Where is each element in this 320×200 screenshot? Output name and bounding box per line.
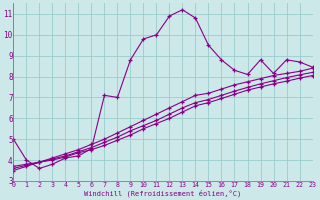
X-axis label: Windchill (Refroidissement éolien,°C): Windchill (Refroidissement éolien,°C) bbox=[84, 189, 242, 197]
